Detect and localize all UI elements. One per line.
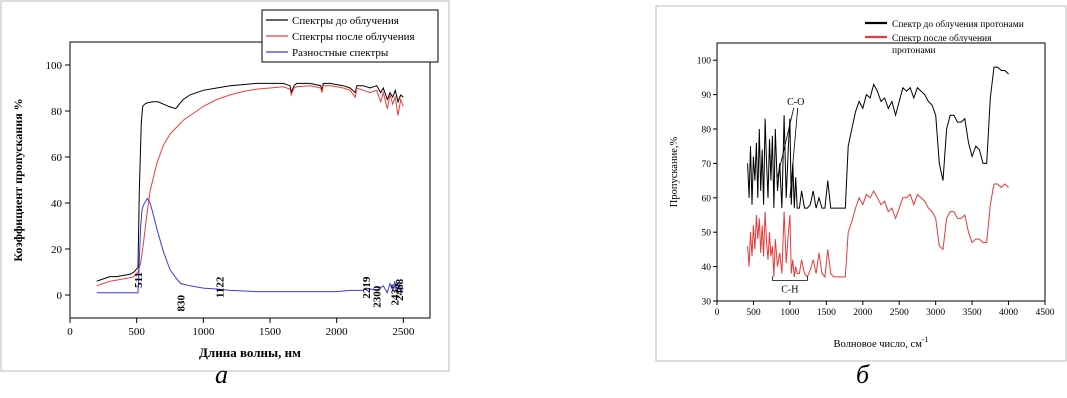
annotation-c-o: C-O	[787, 97, 804, 108]
legend-label-2: Спектры после облучения	[292, 31, 415, 43]
x-tick-label: 4000	[999, 308, 1018, 318]
x-tick-label: 2000	[853, 308, 872, 318]
x-tick-label: 0	[67, 326, 73, 338]
series-line-1	[96, 82, 404, 282]
series-line-2	[96, 85, 404, 287]
x-axis-label-sup: -1	[922, 335, 929, 344]
y-axis-label: Пропускание,%	[669, 137, 680, 208]
y-tick-label: 100	[697, 57, 712, 67]
x-axis-label-text: Волновое число, см	[833, 339, 922, 350]
y-tick-label: 80	[51, 106, 63, 118]
y-tick-label: 60	[702, 194, 712, 204]
peak-annotation: 2468	[394, 278, 406, 301]
x-axis-label: Волновое число, см-1	[833, 335, 928, 350]
peak-annotation: 830	[176, 295, 188, 312]
peak-annotation: 511	[133, 272, 145, 288]
figure-frame	[0, 0, 450, 372]
x-axis-label: Длина волны, нм	[199, 345, 301, 360]
peak-annotation: 2435	[390, 283, 402, 306]
y-tick-label: 80	[702, 126, 712, 136]
peak-annotation: 2219	[361, 276, 373, 299]
plot-area	[716, 42, 1046, 302]
y-axis-label: Коэффициент пропускания %	[11, 98, 25, 261]
chart-a: 0 500 1000 1500 2000 2500 0 20 40 60 80 100 Длина во…	[0, 0, 450, 372]
annotation-c-h: C-H	[781, 284, 798, 295]
y-tick-label: 60	[51, 152, 63, 164]
y-tick-label: 90	[702, 91, 712, 101]
legend-label-2-cont: протонами	[892, 46, 936, 56]
series-line-2	[747, 183, 1009, 279]
legend-label-1: Спектр до облучения протонами	[892, 19, 1024, 30]
x-tick-label: 4500	[1036, 308, 1055, 318]
y-tick-label: 70	[702, 160, 712, 170]
x-tick-label: 2500	[890, 308, 909, 318]
x-tick-label: 500	[128, 326, 145, 338]
x-tick-label: 3500	[963, 308, 982, 318]
annotation-c-h-bracket	[771, 276, 808, 281]
peak-annotation: 1122	[215, 276, 227, 298]
x-tick-label: 0	[715, 308, 720, 318]
x-tick-label: 2500	[392, 326, 415, 338]
caption-a: а	[215, 360, 228, 389]
annotation-c-o-leader	[789, 107, 799, 198]
series-line-1	[747, 66, 1009, 209]
y-tick-label: 30	[702, 298, 712, 308]
chart-b: 0 500 1000 1500 2000 2500 3000 3500 4000 4500 30 40…	[655, 5, 1067, 365]
plot-area	[69, 41, 431, 319]
x-tick-label: 1000	[192, 326, 215, 338]
annotation-c-o-leader	[777, 107, 795, 178]
y-tick-label: 20	[51, 244, 63, 256]
chart-a-svg: 0 500 1000 1500 2000 2500 0 20 40 60 80 100 Длина во…	[0, 0, 450, 372]
y-tick-label: 40	[702, 263, 712, 273]
y-tick-label: 50	[702, 229, 712, 239]
x-tick-label: 500	[746, 308, 761, 318]
peak-annotation: 2300	[372, 285, 384, 308]
x-tick-label: 1500	[259, 326, 282, 338]
legend-box	[261, 9, 439, 63]
y-tick-label: 40	[51, 198, 63, 210]
chart-b-svg: 0 500 1000 1500 2000 2500 3000 3500 4000 4500 30 40…	[655, 5, 1067, 362]
x-tick-label: 2000	[326, 326, 349, 338]
series-line-3	[96, 197, 404, 294]
x-tick-label: 1000	[780, 308, 799, 318]
y-tick-label: 0	[57, 290, 63, 302]
x-tick-label: 1500	[817, 308, 836, 318]
y-tick-label: 100	[46, 60, 63, 72]
legend-label-2: Спектр после облучения	[892, 33, 992, 44]
caption-b: б	[856, 360, 870, 389]
legend-label-1: Спектры до облучения	[292, 15, 399, 27]
legend-label-3: Разностные спектры	[292, 47, 389, 59]
x-tick-label: 3000	[926, 308, 945, 318]
